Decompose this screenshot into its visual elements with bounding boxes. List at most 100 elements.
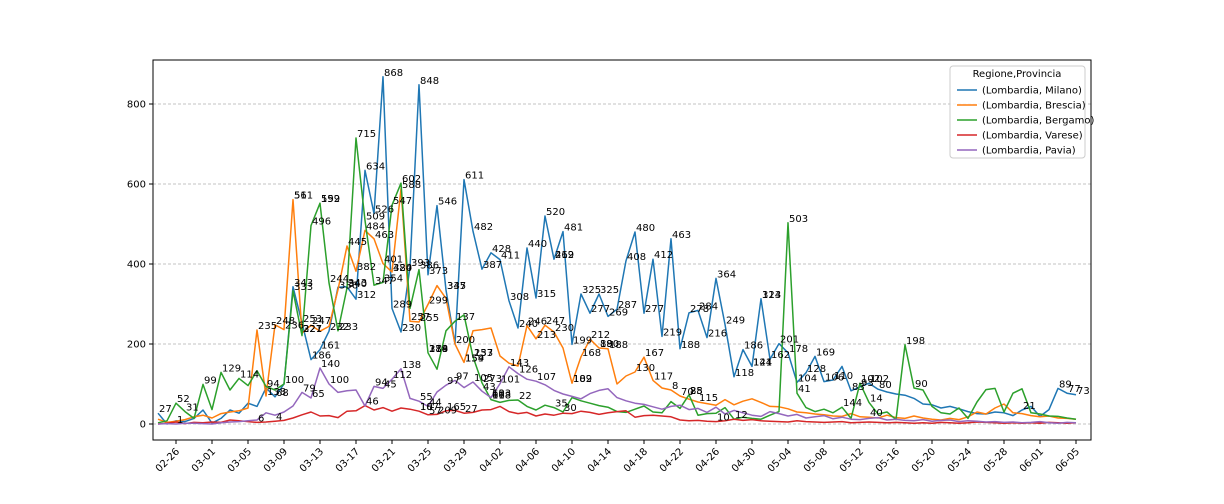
x-tick-label: 04-06 [514, 446, 542, 474]
series-line-0 [157, 76, 1077, 425]
data-label: 428 [492, 244, 511, 255]
data-label: 269 [555, 250, 574, 261]
data-label: 219 [663, 327, 682, 338]
data-label: 848 [420, 76, 439, 87]
y-tick-label: 200 [127, 340, 146, 351]
x-tick-label: 04-26 [694, 446, 722, 474]
legend-label-0: (Lombardia, Milano) [982, 86, 1082, 97]
data-label: 199 [321, 194, 340, 205]
data-label: 22 [519, 391, 532, 402]
line-layer [157, 76, 1077, 425]
data-label: 138 [267, 387, 286, 398]
data-label: 249 [726, 315, 745, 326]
data-label: 354 [384, 273, 403, 284]
data-label: 312 [357, 290, 376, 301]
data-label: 233 [339, 322, 358, 333]
data-label: 287 [618, 300, 637, 311]
data-label: 602 [402, 174, 421, 185]
data-label: 21 [1023, 401, 1036, 412]
data-label: 411 [501, 251, 520, 262]
data-label: 221 [303, 324, 322, 335]
data-label: 110 [834, 371, 853, 382]
data-label: 133 [474, 348, 493, 359]
x-tick-label: 05-08 [802, 446, 830, 474]
data-label: 46 [366, 397, 379, 408]
data-label: 188 [681, 340, 700, 351]
data-label: 104 [798, 373, 817, 384]
data-label: 463 [672, 230, 691, 241]
data-label: 140 [321, 359, 340, 370]
data-label: 347 [375, 276, 394, 287]
data-label: 45 [384, 379, 397, 390]
data-label: 509 [366, 211, 385, 222]
data-label: 408 [627, 252, 646, 263]
data-label: 247 [546, 316, 565, 327]
data-label: 347 [447, 281, 466, 292]
data-label: 40 [870, 408, 883, 419]
data-label: 547 [393, 196, 412, 207]
data-label: 57 [429, 406, 442, 417]
data-label: 209 [438, 405, 457, 416]
data-label: 373 [429, 266, 448, 277]
data-label: 715 [357, 129, 376, 140]
data-label: 138 [402, 360, 421, 371]
data-label: 412 [654, 250, 673, 261]
data-label: 232 [330, 322, 349, 333]
data-label: 112 [393, 370, 412, 381]
data-label: 114 [240, 369, 259, 380]
data-label: 18 [420, 402, 433, 413]
x-tick-label: 03-01 [190, 446, 218, 474]
x-tick-label: 04-18 [622, 446, 650, 474]
data-label: 126 [519, 365, 538, 376]
data-label: 289 [429, 344, 448, 355]
data-label: 412 [555, 250, 574, 261]
x-tick-label: 04-10 [550, 446, 578, 474]
data-label: 273 [483, 374, 502, 385]
data-label: 463 [375, 230, 394, 241]
x-tick-label: 06-01 [1018, 446, 1046, 474]
data-label: 12 [735, 410, 748, 421]
data-label: 27 [159, 404, 172, 415]
data-label: 101 [501, 375, 520, 386]
data-label: 1 [177, 415, 183, 426]
x-tick-label: 03-09 [262, 446, 290, 474]
data-label: 213 [537, 330, 556, 341]
legend: Regione,Provincia (Lombardia, Milano) (Lo… [949, 65, 1094, 159]
data-label: 496 [312, 217, 331, 228]
data-label: 315 [537, 289, 556, 300]
data-label: 340 [348, 279, 367, 290]
data-label: 85 [690, 386, 703, 397]
data-label: 277 [645, 304, 664, 315]
x-tick-label: 03-29 [442, 446, 470, 474]
series-line-1 [157, 188, 1077, 424]
data-label: 230 [402, 323, 421, 334]
data-label: 244 [330, 274, 349, 285]
data-label: 14 [870, 393, 883, 404]
data-label: 227 [303, 324, 322, 335]
data-label: 89 [1059, 379, 1072, 390]
data-label: 178 [789, 344, 808, 355]
legend-title: Regione,Provincia [973, 69, 1062, 80]
data-label: 128 [807, 364, 826, 375]
data-label: 186 [312, 351, 331, 362]
data-label: 313 [762, 290, 781, 301]
y-tick-label: 600 [127, 180, 146, 191]
data-label: 124 [762, 290, 781, 301]
y-tick-label: 0 [140, 420, 146, 431]
data-label: 246 [528, 317, 547, 328]
x-tick-label: 05-24 [946, 446, 974, 474]
x-tick-label: 03-05 [226, 446, 254, 474]
data-label: 44 [429, 397, 442, 408]
data-label: 190 [600, 339, 619, 350]
data-label: 255 [420, 313, 439, 324]
data-label: 278 [690, 304, 709, 315]
data-label: 520 [546, 207, 565, 218]
data-label: 343 [348, 278, 367, 289]
x-tick-label: 03-21 [370, 446, 398, 474]
data-label: 115 [699, 393, 718, 404]
data-label: 105 [474, 373, 493, 384]
data-label: 27 [465, 404, 478, 415]
legend-box [949, 65, 1086, 159]
data-label: 4 [276, 412, 282, 423]
